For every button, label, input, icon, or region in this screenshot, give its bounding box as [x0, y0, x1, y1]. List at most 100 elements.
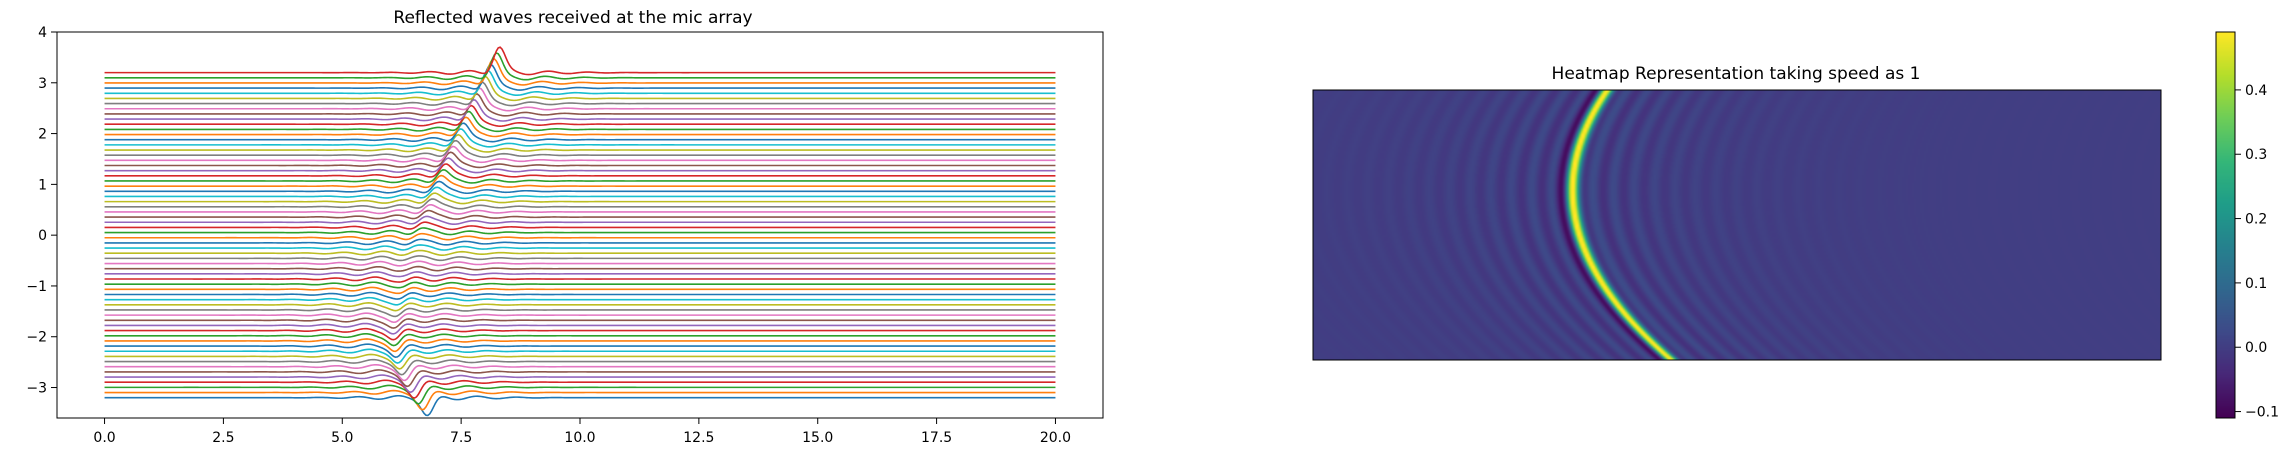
waveform-trace — [104, 255, 1056, 262]
y-tick-label: 0 — [38, 228, 47, 244]
waveform-trace — [104, 81, 1056, 107]
waveform-trace — [104, 58, 1056, 86]
colorbar-tick-label: 0.1 — [2245, 276, 2267, 292]
waveform-trace — [104, 343, 1056, 359]
x-tick-label: 7.5 — [450, 430, 472, 446]
waveform-trace — [104, 286, 1056, 295]
x-tick-label: 15.0 — [802, 430, 833, 446]
colorbar-ticks: 0.4 0.3 0.2 0.1 0.0 −0.1 — [2235, 83, 2279, 421]
waveform-chart-title: Reflected waves received at the mic arra… — [393, 8, 752, 28]
waveform-trace — [104, 291, 1056, 300]
waveform-plot-frame — [56, 31, 1104, 419]
colorbar-tick-label: 0.0 — [2245, 340, 2267, 356]
waveform-trace — [104, 151, 1056, 169]
x-tick-label: 0.0 — [93, 430, 115, 446]
waveform-trace — [104, 369, 1056, 388]
heatmap-chart: Heatmap Representation taking speed as 1 — [1312, 64, 2162, 361]
x-tick-label: 20.0 — [1040, 430, 1071, 446]
waveform-trace — [104, 260, 1056, 267]
waveform-trace — [104, 145, 1056, 164]
waveform-trace — [104, 238, 1056, 246]
y-tick-label: −2 — [26, 330, 47, 346]
waveform-traces — [104, 46, 1056, 417]
waveform-trace — [104, 198, 1056, 210]
waveform-trace — [104, 157, 1056, 174]
waveform-trace — [104, 46, 1056, 76]
colorbar-gradient — [2216, 32, 2235, 418]
y-tick-label: −1 — [26, 279, 47, 295]
waveform-chart: Reflected waves received at the mic arra… — [26, 8, 1104, 446]
waveform-trace — [104, 209, 1056, 220]
heatmap-plot-frame — [1312, 89, 2162, 361]
colorbar-tick-label: 0.3 — [2245, 147, 2267, 163]
y-tick-label: 1 — [38, 177, 47, 193]
heatmap-image — [1313, 90, 2161, 360]
x-tick-label: 12.5 — [683, 430, 714, 446]
x-tick-label: 5.0 — [331, 430, 353, 446]
x-tick-label: 2.5 — [212, 430, 234, 446]
waveform-trace — [104, 281, 1056, 289]
x-tick-label: 10.0 — [564, 430, 595, 446]
waveform-trace — [104, 122, 1056, 143]
waveform-trace — [104, 221, 1056, 231]
waveform-trace — [104, 312, 1056, 324]
colorbar: 0.4 0.3 0.2 0.1 0.0 −0.1 — [2215, 31, 2279, 421]
waveform-trace — [104, 333, 1056, 347]
waveform-trace — [104, 358, 1056, 376]
waveform-trace — [104, 75, 1056, 102]
y-tick-label: 4 — [38, 25, 47, 41]
waveform-trace — [104, 87, 1056, 112]
waveform-trace — [104, 232, 1056, 241]
waveform-trace — [104, 271, 1056, 278]
waveform-trace — [104, 249, 1056, 256]
heatmap-chart-title: Heatmap Representation taking speed as 1 — [1552, 64, 1921, 84]
waveform-trace — [104, 244, 1056, 251]
waveform-trace — [104, 348, 1056, 364]
waveform-trace — [104, 139, 1056, 158]
waveform-trace — [104, 265, 1056, 272]
waveform-trace — [104, 110, 1056, 133]
waveform-trace — [104, 363, 1056, 382]
y-tick-label: −3 — [26, 381, 47, 397]
waveform-trace — [104, 133, 1056, 153]
waveform-trace — [104, 104, 1056, 127]
waveform-trace — [104, 276, 1056, 283]
waveform-trace — [104, 203, 1056, 215]
waveform-trace — [104, 302, 1056, 312]
waveform-trace — [104, 93, 1056, 117]
waveform-trace — [104, 186, 1056, 200]
waveform-trace — [104, 384, 1056, 405]
x-tick-label: 17.5 — [921, 430, 952, 446]
waveform-trace — [104, 174, 1056, 189]
waveform-trace — [104, 379, 1056, 399]
waveform-trace — [104, 374, 1056, 394]
waveform-trace — [104, 52, 1056, 81]
waveform-trace — [104, 394, 1056, 417]
y-tick-label: 3 — [38, 76, 47, 92]
waveform-trace — [104, 163, 1056, 179]
waveform-trace — [104, 353, 1056, 370]
waveform-trace — [104, 69, 1056, 97]
waveform-y-axis: −3 −2 −1 0 1 2 3 4 — [26, 25, 57, 397]
waveform-trace — [104, 389, 1056, 411]
waveform-trace — [104, 169, 1056, 184]
colorbar-frame — [2215, 31, 2236, 419]
waveform-trace — [104, 192, 1056, 205]
waveform-trace — [104, 98, 1056, 122]
waveform-trace — [104, 296, 1056, 306]
waveform-trace — [104, 322, 1056, 335]
waveform-trace — [104, 338, 1056, 353]
waveform-x-axis: 0.0 2.5 5.0 7.5 10.0 12.5 15.0 17.5 20.0 — [93, 418, 1071, 446]
colorbar-tick-label: 0.2 — [2245, 212, 2267, 228]
waveform-trace — [104, 227, 1056, 236]
waveform-trace — [104, 63, 1056, 91]
waveform-trace — [104, 128, 1056, 148]
y-tick-label: 2 — [38, 127, 47, 143]
waveform-trace — [104, 327, 1056, 341]
waveform-trace — [104, 180, 1056, 195]
colorbar-tick-label: 0.4 — [2245, 83, 2267, 99]
waveform-trace — [104, 317, 1056, 329]
waveform-trace — [104, 215, 1056, 226]
colorbar-tick-label: −0.1 — [2245, 405, 2279, 421]
